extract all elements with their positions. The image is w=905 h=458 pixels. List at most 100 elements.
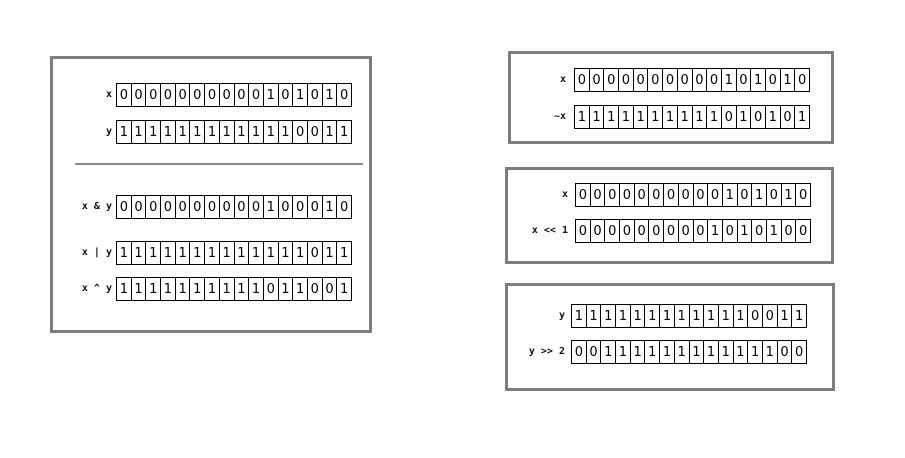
row-label: x | y [81,247,112,258]
divider [75,163,363,165]
bit-cell: 1 [119,245,128,261]
bit-cell: 1 [321,121,337,143]
bit-cell: 0 [707,184,722,206]
bit-cell: 0 [619,220,634,242]
bit-cell: 0 [663,220,678,242]
bit-cell: 0 [603,69,618,91]
bit-cell: 1 [130,278,146,300]
bit-cell: 0 [578,187,587,203]
bit-cell: 1 [292,278,307,300]
bit-cell: 1 [189,121,204,143]
bit-cell: 0 [604,184,619,206]
bit-cell: 0 [321,278,337,300]
bit-cell: 0 [336,196,351,218]
bit-cell: 0 [589,184,605,206]
bit-cell: 1 [703,341,718,363]
bit-cell: 1 [735,106,751,128]
bit-cell: 1 [732,305,748,327]
bit-cell: 1 [130,242,146,264]
bit-cell: 1 [248,121,263,143]
bit-cell: 1 [751,184,766,206]
bit-cell: 1 [262,196,278,218]
bit-cell: 1 [776,305,792,327]
bit-cell: 0 [292,196,307,218]
bit-cell: 0 [218,84,234,106]
bit-cell: 0 [589,220,605,242]
bit-cell: 1 [615,341,630,363]
bit-cell: 0 [761,305,777,327]
bit-cell: 1 [277,242,293,264]
bit-cell: 1 [603,106,618,128]
bit-cell: 1 [292,242,307,264]
bit-cell: 0 [577,72,586,88]
bit-cell: 1 [764,106,780,128]
bit-cell: 0 [277,84,293,106]
bit-cell: 0 [795,220,810,242]
row-label: x << 1 [531,225,568,236]
bit-cell: 0 [578,223,587,239]
bit-cell: 1 [615,305,630,327]
row-label: x ^ y [81,283,112,294]
bit-cell: 0 [663,184,678,206]
bit-cell: 1 [662,106,677,128]
bit-cell: 0 [648,220,663,242]
bit-cell: 1 [632,106,648,128]
bit-cell: 1 [160,278,175,300]
bit-cell: 1 [160,242,175,264]
bit-cell: 1 [130,121,146,143]
bit-cell: 0 [119,87,128,103]
bit-cell: 1 [688,305,704,327]
bit-cell: 1 [600,341,615,363]
bit-cell: 0 [677,184,693,206]
bit-cell: 1 [577,109,586,125]
bit-cell: 0 [779,106,795,128]
bit-cell: 1 [119,281,128,297]
bit-cell: 0 [585,341,601,363]
bit-cell: 1 [736,220,752,242]
bit-cell: 0 [765,184,781,206]
bit-cell: 1 [629,305,645,327]
bit-cell: 1 [233,278,249,300]
row-label: x [105,89,112,100]
bit-cell: 0 [604,220,619,242]
row-label: y [558,310,565,321]
bit-cell: 0 [119,199,128,215]
row-label: y >> 2 [528,346,565,357]
bit-cell: 0 [633,184,649,206]
bit-cell: 0 [735,69,751,91]
bit-cell: 1 [204,121,219,143]
bit-cell: 0 [306,242,322,264]
bit-cell: 0 [130,196,146,218]
bit-cell: 0 [776,341,792,363]
bit-cell: 1 [703,305,718,327]
bit-cell: 1 [721,184,737,206]
bit-cell: 0 [306,84,322,106]
bit-cell: 0 [218,196,234,218]
bit-cell: 0 [632,69,648,91]
bit-cell: 1 [189,242,204,264]
bit-cell: 1 [750,69,765,91]
row-label: y [105,126,112,137]
bit-cell: 1 [321,242,337,264]
bit-cell: 0 [306,121,322,143]
bit-cell: 1 [218,242,234,264]
bit-cell: 1 [189,278,204,300]
bit-cell: 1 [262,242,278,264]
bit-cell: 1 [791,305,806,327]
bit-cell: 0 [248,196,263,218]
bit-cell: 1 [145,242,160,264]
bit-cell: 1 [717,341,733,363]
bit-cell: 1 [160,121,175,143]
